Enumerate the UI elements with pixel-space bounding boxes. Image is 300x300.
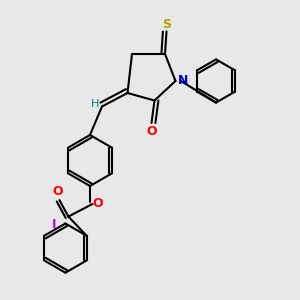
Text: O: O — [146, 125, 157, 138]
Text: S: S — [162, 17, 171, 31]
Text: O: O — [92, 196, 103, 210]
Text: H: H — [91, 99, 100, 109]
Text: O: O — [52, 185, 63, 198]
Text: I: I — [52, 218, 56, 231]
Text: N: N — [178, 74, 188, 87]
